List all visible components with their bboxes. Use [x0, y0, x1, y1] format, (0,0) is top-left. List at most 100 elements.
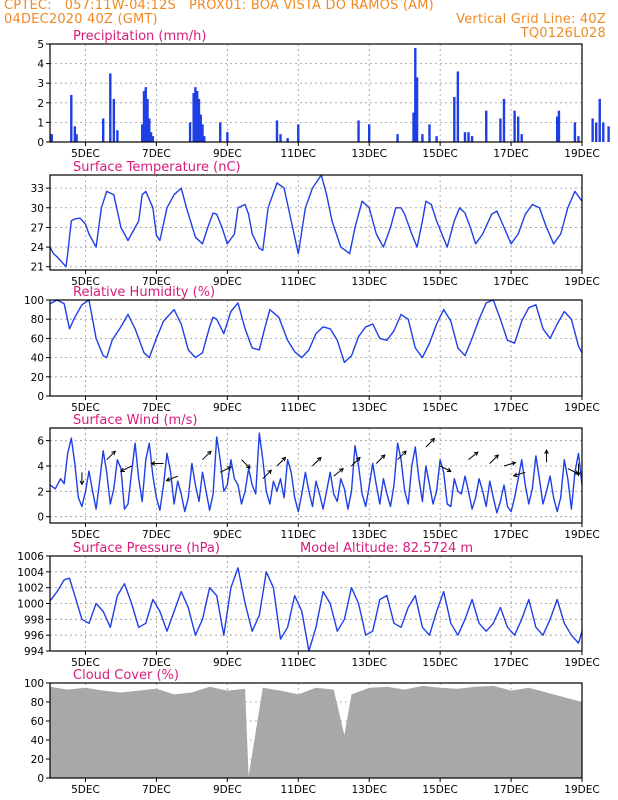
x-tick-label: 7DEC [142, 402, 171, 414]
x-tick-label: 5DEC [71, 148, 100, 160]
precip-bar [297, 124, 300, 142]
x-tick-label: 17DEC [493, 276, 528, 288]
precip-bar [414, 47, 417, 142]
precip-bar [275, 120, 279, 142]
x-tick-label: 15DEC [422, 657, 457, 669]
wind-arrow-head [512, 472, 518, 478]
x-tick-label: 19DEC [564, 784, 599, 796]
y-tick-label: 6 [37, 436, 44, 448]
precip-bar [499, 118, 502, 142]
precip-bar [591, 118, 594, 142]
y-tick-label: 27 [31, 222, 44, 234]
precip-bar [573, 122, 577, 142]
wind-arrow-shaft [220, 466, 232, 473]
y-tick-label: 3 [37, 78, 44, 90]
wind-arrow-shaft [202, 450, 212, 461]
panel-2: 21 24 27 30 33 5DEC 7DEC 9DEC 11DEC 13DEC 15DEC 17D… [31, 160, 600, 288]
wind-arrow-head [430, 437, 436, 443]
x-tick-label: 11DEC [281, 148, 316, 160]
x-tick-label: 15DEC [422, 529, 457, 541]
y-tick-label: 1002 [17, 583, 44, 595]
y-tick-label: 5 [37, 39, 44, 51]
x-tick-label: 7DEC [142, 657, 171, 669]
precip-bar [194, 87, 197, 142]
x-tick-label: 15DEC [422, 148, 457, 160]
precip-bar [516, 116, 520, 142]
precip-bar [203, 136, 206, 142]
x-tick-label: 13DEC [351, 529, 386, 541]
wind-arrow-head [246, 464, 251, 469]
y-tick-label: 60 [31, 716, 44, 728]
header-datetime: 04DEC2020 40Z (GMT) [4, 12, 158, 27]
wind-arrow-head [150, 461, 156, 466]
x-tick-label: 17DEC [493, 784, 528, 796]
y-tick-label: 0 [37, 512, 44, 524]
panel-5: 994 996 998 1000 1002 1004 1006 5DEC 7DEC 9DEC 11D… [17, 541, 599, 669]
y-tick-label: 1 [37, 117, 44, 129]
panel-3: 0 20 40 60 80 100 5DEC 7DEC 9DEC 11DEC 13DEC 15DEC 1… [24, 285, 600, 414]
panel-title: Relative Humidity (%) [73, 285, 215, 300]
precip-bar [109, 73, 112, 142]
panel-4: 0 2 4 6 5DEC 7DEC 9DEC 11DEC 13DEC 15DEC 17DEC 19DE… [37, 413, 599, 541]
wind-arrow-shaft [120, 465, 132, 472]
precip-bar [192, 93, 195, 142]
y-tick-label: 1000 [17, 599, 44, 611]
wind-arrow-shaft [468, 451, 479, 461]
x-tick-label: 5DEC [71, 784, 100, 796]
y-tick-label: 100 [24, 295, 44, 307]
precip-bar [470, 136, 474, 142]
precip-bar [513, 110, 516, 142]
wind-arrow-head [446, 467, 452, 473]
precip-bar [286, 138, 289, 142]
precip-bar [485, 110, 488, 142]
wind-arrow-head [355, 456, 361, 462]
panel-frame [49, 682, 583, 779]
wind-arrow-shaft [397, 450, 407, 461]
x-tick-label: 5DEC [71, 276, 100, 288]
precip-bar [502, 98, 506, 142]
precip-bar [142, 91, 146, 142]
x-tick-label: 9DEC [213, 402, 242, 414]
precip-bar [412, 112, 415, 142]
x-tick-label: 15DEC [422, 276, 457, 288]
wind-arrow-shaft [503, 462, 516, 467]
y-tick-label: 0 [37, 391, 44, 403]
x-tick-label: 7DEC [142, 148, 171, 160]
y-tick-label: 40 [31, 353, 44, 365]
y-tick-label: 2 [37, 98, 44, 110]
y-tick-label: 4 [37, 59, 44, 71]
x-tick-label: 11DEC [281, 784, 316, 796]
precip-bar [602, 122, 605, 142]
precip-bar [428, 124, 431, 142]
wind-arrow-shaft [425, 438, 435, 448]
wind-arrow-shaft [351, 457, 361, 467]
precip-bar [148, 118, 151, 142]
header-grid-info: Vertical Grid Line: 40Z [456, 12, 606, 27]
model-altitude-label: Model Altitude: 82.5724 m [300, 541, 473, 556]
x-tick-label: 13DEC [351, 276, 386, 288]
precip-bar [520, 134, 523, 142]
wind-arrow-head [165, 477, 171, 482]
precip-bar [279, 134, 282, 142]
precip-bar [368, 124, 371, 142]
y-tick-label: 994 [24, 646, 44, 658]
y-tick-label: 0 [37, 137, 44, 149]
x-tick-label: 11DEC [281, 657, 316, 669]
header-line1: CPTEC: 057:11W-04:12S PROX01: BOA VISTA … [4, 0, 434, 13]
series-line [49, 299, 583, 364]
wind-arrow-shaft [439, 465, 452, 472]
x-tick-label: 9DEC [213, 276, 242, 288]
wind-arrow-shaft [312, 457, 322, 467]
wind-arrow-head [281, 456, 287, 462]
wind-arrow-shaft [333, 468, 344, 477]
precip-bar [594, 122, 598, 142]
y-tick-label: 24 [31, 242, 45, 254]
precip-bar [102, 118, 105, 142]
panel-frame [49, 174, 583, 271]
precip-bar [197, 98, 201, 142]
wind-arrow-head [402, 450, 407, 456]
y-tick-label: 80 [31, 697, 44, 709]
precip-bar [188, 122, 192, 142]
panel-frame [49, 43, 583, 143]
precip-bar [195, 91, 199, 142]
